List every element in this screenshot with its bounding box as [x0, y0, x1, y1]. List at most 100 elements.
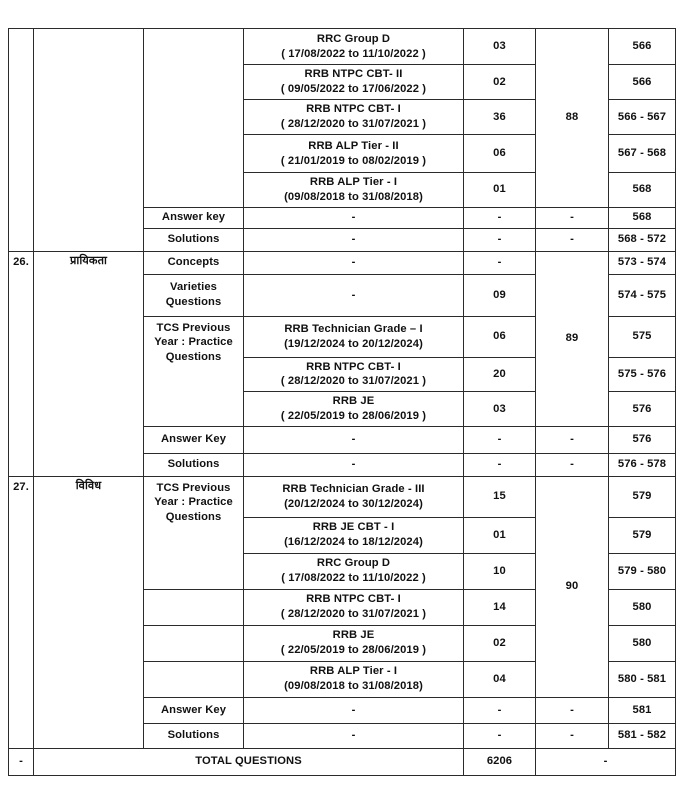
cell-pages: 566 — [608, 28, 676, 65]
cell-pages: 574 - 575 — [608, 273, 676, 317]
section-label-line2: Year : Practice — [154, 496, 233, 509]
cell-exam: RRB NTPC CBT- I ( 28/12/2020 to 31/07/20… — [243, 99, 464, 135]
section-label-line3: Questions — [165, 511, 222, 524]
exam-period: (16/12/2024 to 18/12/2024) — [284, 536, 423, 549]
cell-exam: - — [243, 722, 464, 749]
table-row: RRB JE CBT - I (16/12/2024 to 18/12/2024… — [9, 516, 676, 554]
cell-pages: 579 - 580 — [608, 552, 676, 590]
cell-chapter-no: - — [535, 696, 609, 724]
table-row: RRC Group D ( 17/08/2022 to 11/10/2022 )… — [8, 28, 676, 252]
exam-name: RRB ALP Tier - I — [309, 176, 398, 188]
exam-period: (09/08/2018 to 31/08/2018) — [284, 190, 423, 203]
cell-pages: 567 - 568 — [608, 134, 676, 173]
cell-section-label-practice: TCS Previous Year : Practice Questions — [143, 315, 244, 427]
section-label-line1: TCS Previous — [156, 481, 231, 494]
exam-name: RRC Group D — [316, 557, 391, 570]
cell-questions: - — [463, 696, 536, 724]
section-label-line2: Questions — [165, 296, 222, 309]
cell-questions: - — [463, 227, 536, 252]
exam-name: RRB ALP Tier - I — [309, 665, 398, 678]
cell-questions: 06 — [463, 315, 536, 358]
cell-questions: - — [463, 425, 536, 454]
cell-questions: 03 — [463, 391, 536, 427]
section-label-line3: Questions — [165, 351, 222, 364]
cell-chapter-no: - — [535, 452, 609, 477]
table-row: TCS Previous Year : Practice Questions R… — [9, 315, 676, 427]
cell-questions: 10 — [463, 552, 536, 590]
table-row: RRB NTPC CBT- II ( 09/05/2022 to 17/06/2… — [9, 64, 676, 100]
cell-section-label: Solutions — [143, 227, 244, 252]
cell-exam: - — [243, 273, 464, 317]
cell-pages: 576 — [608, 391, 676, 427]
cell-questions: - — [463, 452, 536, 477]
exam-period: ( 09/05/2022 to 17/06/2022 ) — [280, 83, 427, 95]
cell-exam: RRC Group D ( 17/08/2022 to 11/10/2022 ) — [243, 28, 464, 65]
cell-questions: 14 — [463, 588, 536, 626]
cell-section-label: Solutions — [143, 722, 244, 749]
cell-section-label-practice: TCS Previous Year : Practice Questions — [143, 475, 244, 590]
table-row: 27. विविध TCS Previous Year : Practice Q… — [8, 475, 676, 749]
exam-period: (09/08/2018 to 31/08/2018) — [284, 680, 423, 693]
exam-period: ( 28/12/2020 to 31/07/2021 ) — [280, 118, 427, 130]
cell-questions: - — [463, 206, 536, 229]
section-label-line1: Varieties — [170, 281, 217, 294]
cell-exam: RRB ALP Tier - I (09/08/2018 to 31/08/20… — [243, 660, 464, 698]
cell-chapter-no: 89 — [535, 250, 609, 427]
table-row-solutions: Solutions - - - 576 - 578 — [9, 452, 676, 477]
cell-questions: 36 — [463, 99, 536, 135]
cell-section-label-continued — [143, 660, 244, 698]
cell-pages: 581 - 582 — [608, 722, 676, 749]
cell-exam: - — [243, 425, 464, 454]
exam-period: ( 22/05/2019 to 28/06/2019 ) — [280, 644, 427, 657]
cell-pages: 579 — [608, 516, 676, 554]
cell-exam: - — [243, 452, 464, 477]
cell-chapter-no: - — [535, 206, 609, 229]
cell-questions: - — [463, 250, 536, 275]
cell-pages: 566 - 567 — [608, 99, 676, 135]
table-row: RRB ALP Tier - I (09/08/2018 to 31/08/20… — [9, 660, 676, 698]
cell-section-label: Answer key — [143, 206, 244, 229]
cell-exam: RRB Technician Grade – I (19/12/2024 to … — [243, 315, 464, 358]
table-row: 26. प्रायिकता Concepts - - 89 573 - 574 — [8, 250, 676, 477]
exam-name: RRC Group D — [316, 32, 391, 45]
cell-pages: 580 — [608, 624, 676, 662]
table-row: RRB NTPC CBT- I ( 28/12/2020 to 31/07/20… — [9, 356, 676, 393]
cell-exam: RRB JE ( 22/05/2019 to 28/06/2019 ) — [243, 624, 464, 662]
table-row: RRB NTPC CBT- I ( 28/12/2020 to 31/07/20… — [9, 99, 676, 135]
cell-questions: 02 — [463, 624, 536, 662]
exam-name: RRB JE — [332, 629, 375, 642]
cell-questions: 02 — [463, 64, 536, 100]
cell-chapter-no: - — [535, 722, 609, 749]
cell-pages: 579 — [608, 475, 676, 518]
cell-sno: 27. — [8, 475, 34, 749]
cell-pages: 581 — [608, 696, 676, 724]
exam-period: ( 28/12/2020 to 31/07/2021 ) — [280, 375, 427, 388]
exam-name: RRB Technician Grade – I — [284, 322, 423, 335]
cell-questions: - — [463, 722, 536, 749]
cell-topic-continued — [33, 28, 144, 252]
cell-exam: - — [243, 696, 464, 724]
cell-sno: 26. — [8, 250, 34, 477]
table-row: RRB ALP Tier - II ( 21/01/2019 to 08/02/… — [9, 134, 676, 173]
cell-exam: - — [243, 206, 464, 229]
cell-questions: 09 — [463, 273, 536, 317]
cell-chapter-no: 90 — [535, 475, 609, 698]
exam-period: ( 22/05/2019 to 28/06/2019 ) — [280, 409, 427, 422]
exam-name: RRB Technician Grade - III — [282, 482, 425, 495]
syllabus-table: RRC Group D ( 17/08/2022 to 11/10/2022 )… — [8, 28, 676, 776]
cell-section-label: Solutions — [143, 452, 244, 477]
cell-pages: 566 — [608, 64, 676, 100]
exam-name: RRB NTPC CBT- II — [304, 68, 403, 81]
cell-exam: - — [243, 250, 464, 275]
cell-section-label-continued — [143, 28, 244, 208]
exam-name: RRB ALP Tier - II — [308, 139, 399, 152]
table-row: RRB NTPC CBT- I ( 28/12/2020 to 31/07/20… — [9, 588, 676, 626]
cell-exam: RRB NTPC CBT- I ( 28/12/2020 to 31/07/20… — [243, 588, 464, 626]
table-row-total: - TOTAL QUESTIONS 6206 - — [8, 747, 676, 776]
cell-total-pages: - — [535, 747, 676, 776]
section-label-line2: Year : Practice — [154, 336, 233, 349]
exam-period: ( 28/12/2020 to 31/07/2021 ) — [280, 608, 427, 621]
table-row: RRB JE ( 22/05/2019 to 28/06/2019 ) 02 5… — [9, 624, 676, 662]
cell-pages: 575 - 576 — [608, 356, 676, 393]
